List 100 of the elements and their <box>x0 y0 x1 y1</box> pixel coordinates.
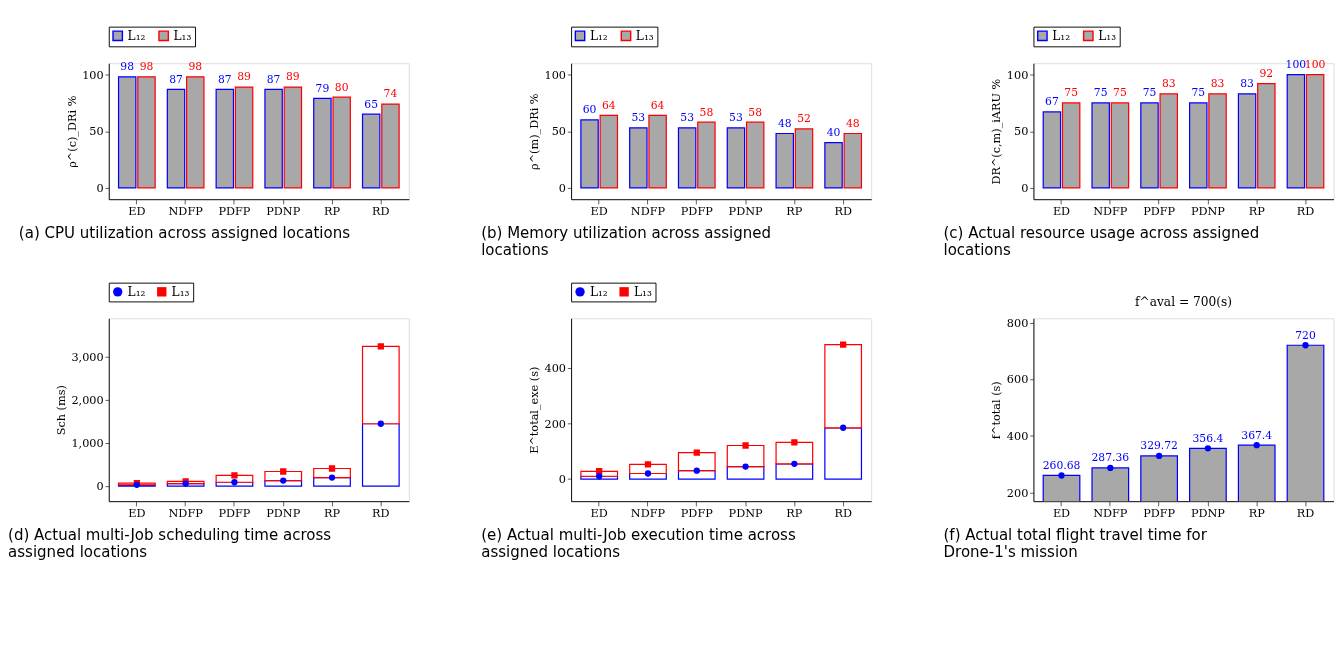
y-axis-title: f^total (s) <box>990 381 1004 440</box>
text: (d) Actual multi-Job scheduling time across assigned locations <box>8 525 332 561</box>
point <box>840 341 847 348</box>
x-tick-label: PDNP <box>728 204 763 218</box>
x-tick-label: RD <box>1296 506 1315 520</box>
point <box>644 461 652 468</box>
point <box>328 465 336 472</box>
data-label: 75 <box>1093 86 1108 100</box>
x-tick-label: PDFP <box>680 506 714 520</box>
y-axis-title: ρ^(m)_DRi % <box>527 93 541 170</box>
data-label: 260.68 <box>1042 458 1081 472</box>
data-label: 98 <box>188 60 203 74</box>
y-tick-label: 0 <box>1021 182 1029 196</box>
point <box>791 460 798 467</box>
text: (f) Actual total flight travel time for Drone-1's mission <box>943 525 1208 561</box>
data-label: 87 <box>169 72 184 86</box>
x-tick-label: NDFP <box>1093 506 1128 520</box>
x-tick-label: RD <box>834 204 852 218</box>
point <box>596 473 603 480</box>
point <box>231 479 238 486</box>
data-label: 40 <box>826 126 841 139</box>
x-tick-label: PDNP <box>266 506 301 520</box>
data-label: 64 <box>650 98 665 112</box>
data-label: 720 <box>1295 328 1316 342</box>
data-label: 89 <box>286 70 300 84</box>
x-tick-label: PDNP <box>266 204 301 218</box>
point <box>377 343 384 350</box>
data-label: 75 <box>1113 86 1127 100</box>
data-label: 79 <box>315 81 330 95</box>
data-label: 60 <box>582 103 597 117</box>
y-axis-title: ρ^(c)_DRi % <box>65 95 79 168</box>
x-tick-label: ED <box>128 204 146 218</box>
legend-label: L₁₂ <box>1052 28 1071 43</box>
data-label: 67 <box>1045 95 1059 109</box>
point <box>840 424 847 431</box>
text: (b) Memory utilization across assigned locations <box>481 223 772 259</box>
data-label: 287.36 <box>1091 451 1130 465</box>
point <box>1155 452 1163 460</box>
data-label: 83 <box>1210 77 1225 91</box>
x-tick-label: NDFP <box>1093 204 1128 218</box>
y-tick-label: 800 <box>1006 316 1029 330</box>
x-tick-label: PDNP <box>1190 506 1226 520</box>
y-tick-label: 400 <box>1006 430 1029 444</box>
y-tick-label: 100 <box>544 68 566 82</box>
point <box>377 420 384 427</box>
legend-label: L₁₃ <box>173 28 192 43</box>
x-tick-label: RP <box>324 506 341 520</box>
text: (c) Actual resource usage across assigned locations <box>943 223 1260 259</box>
text: (e) Actual multi-Job execution time across assigned locations <box>481 525 796 561</box>
y-tick-label: 2,000 <box>71 394 104 408</box>
data-label: 329.72 <box>1140 439 1178 453</box>
x-tick-label: NDFP <box>630 204 666 218</box>
x-tick-label: ED <box>1052 506 1071 520</box>
data-label: 52 <box>797 112 811 126</box>
y-axis-title: Sch (ms) <box>54 385 68 436</box>
data-label: 58 <box>748 105 763 119</box>
legend-label: L₁₃ <box>171 284 190 299</box>
x-tick-label: NDFP <box>630 506 666 520</box>
x-tick-label: ED <box>590 506 608 520</box>
legend-label: L₁₂ <box>127 284 146 299</box>
data-label: 80 <box>334 80 349 94</box>
legend-label: L₁₂ <box>589 284 608 299</box>
legend-label: L₁₂ <box>589 28 608 43</box>
data-label: 53 <box>729 111 743 125</box>
data-label: 75 <box>1064 86 1079 100</box>
y-axis-title: E^total_exe (s) <box>527 366 541 454</box>
data-label: 87 <box>266 72 281 86</box>
data-label: 92 <box>1259 67 1274 81</box>
data-label: 74 <box>383 87 398 101</box>
point <box>742 463 749 470</box>
y-tick-label: 100 <box>1006 68 1029 82</box>
data-label: 53 <box>631 111 646 125</box>
y-tick-label: 50 <box>551 125 566 139</box>
point <box>328 474 336 481</box>
y-tick-label: 1,000 <box>71 437 104 451</box>
x-tick-label: RP <box>786 204 803 218</box>
legend-label: L₁₃ <box>635 28 654 43</box>
x-tick-label: PDFP <box>218 204 251 218</box>
x-tick-label: RD <box>834 506 852 520</box>
point <box>1253 442 1260 449</box>
data-label: 48 <box>845 116 860 130</box>
x-tick-label: RP <box>786 506 803 520</box>
data-label: 87 <box>217 72 232 86</box>
data-label: 98 <box>139 60 154 74</box>
text: (a) CPU utilization across assigned locations <box>18 223 351 242</box>
x-tick-label: NDFP <box>168 204 204 218</box>
x-tick-label: ED <box>128 506 146 520</box>
data-label: 75 <box>1191 86 1206 100</box>
x-tick-label: RP <box>1248 204 1266 218</box>
point <box>693 467 700 474</box>
point <box>280 468 287 475</box>
x-tick-label: PDFP <box>680 204 714 218</box>
x-tick-label: PDFP <box>1143 506 1176 520</box>
y-tick-label: 50 <box>89 125 104 139</box>
data-label: 89 <box>237 70 252 84</box>
x-tick-label: RP <box>1248 506 1266 520</box>
x-tick-label: RD <box>372 204 390 218</box>
x-tick-label: PDFP <box>1143 204 1176 218</box>
data-label: 83 <box>1161 77 1176 91</box>
point <box>693 449 700 456</box>
